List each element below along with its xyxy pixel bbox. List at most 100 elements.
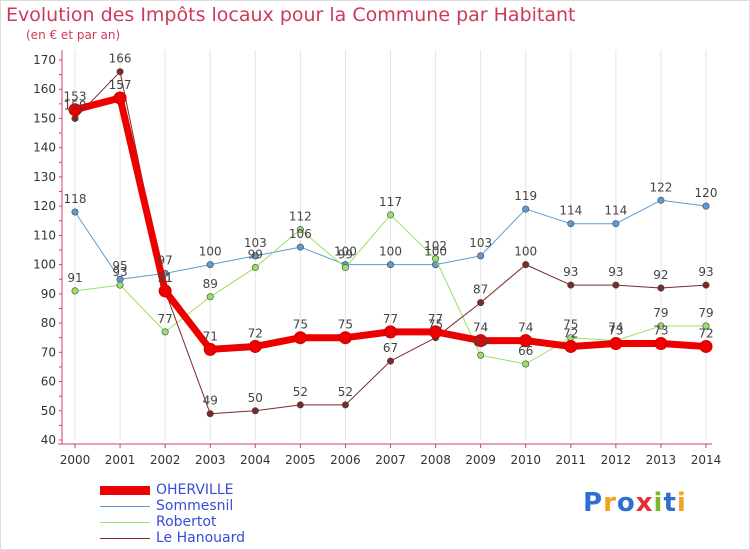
data-label: 112 xyxy=(289,210,312,224)
logo-letter: i xyxy=(653,488,664,518)
x-tick-label: 2002 xyxy=(150,453,181,467)
data-point xyxy=(206,293,214,301)
data-label: 118 xyxy=(64,192,87,206)
data-point xyxy=(699,339,713,353)
data-point xyxy=(113,91,127,105)
y-tick-label: 130 xyxy=(33,170,56,184)
x-tick-label: 2011 xyxy=(556,453,587,467)
legend: OHERVILLE Sommesnil Robertot Le Hanouard xyxy=(100,482,245,546)
data-point xyxy=(341,264,349,272)
logo-letter: x xyxy=(635,488,654,518)
legend-item-robertot: Robertot xyxy=(100,514,245,530)
data-point xyxy=(386,357,394,365)
data-label: 93 xyxy=(563,265,578,279)
x-tick-label: 2006 xyxy=(330,453,361,467)
data-point xyxy=(71,208,79,216)
logo-letter: t xyxy=(663,488,677,518)
data-point xyxy=(612,281,620,289)
data-point xyxy=(206,410,214,418)
data-label: 92 xyxy=(653,268,668,282)
y-tick-label: 150 xyxy=(33,111,56,125)
y-tick-label: 110 xyxy=(33,228,56,242)
y-tick-label: 40 xyxy=(41,433,56,447)
data-point xyxy=(477,299,485,307)
legend-label: OHERVILLE xyxy=(156,482,234,498)
x-tick-label: 2013 xyxy=(646,453,677,467)
legend-swatch xyxy=(100,485,150,495)
data-label: 95 xyxy=(112,259,127,273)
data-label: 74 xyxy=(473,321,488,335)
data-label: 91 xyxy=(67,271,82,285)
chart-title: Evolution des Impôts locaux pour la Comm… xyxy=(6,4,576,26)
data-point xyxy=(474,334,488,348)
data-point xyxy=(657,284,665,292)
data-label: 93 xyxy=(608,265,623,279)
x-tick-label: 2014 xyxy=(691,453,722,467)
data-point xyxy=(477,351,485,359)
data-label: 153 xyxy=(64,90,87,104)
data-point xyxy=(116,68,124,76)
x-tick-label: 2010 xyxy=(510,453,541,467)
data-label: 93 xyxy=(698,265,713,279)
x-tick-label: 2003 xyxy=(195,453,226,467)
data-point xyxy=(477,252,485,260)
data-label: 75 xyxy=(293,318,308,332)
data-label: 100 xyxy=(379,245,402,259)
data-point xyxy=(206,261,214,269)
data-point xyxy=(657,196,665,204)
x-tick-label: 2000 xyxy=(60,453,91,467)
data-label: 91 xyxy=(158,271,173,285)
data-label: 73 xyxy=(653,324,668,338)
data-point xyxy=(203,342,217,356)
data-point xyxy=(384,325,397,339)
chart-subtitle: (en € et par an) xyxy=(26,28,121,42)
data-label: 119 xyxy=(514,189,537,203)
data-point xyxy=(654,337,668,351)
data-label: 102 xyxy=(424,239,447,253)
legend-item-sommesnil: Sommesnil xyxy=(100,498,245,514)
y-tick-label: 170 xyxy=(33,53,56,67)
data-point xyxy=(657,322,665,330)
y-tick-label: 80 xyxy=(41,316,56,330)
data-point xyxy=(522,205,530,213)
data-point xyxy=(386,211,394,219)
data-label: 50 xyxy=(248,391,263,405)
data-point xyxy=(296,226,304,234)
data-label: 99 xyxy=(248,248,263,262)
data-label: 97 xyxy=(158,253,173,267)
data-point xyxy=(567,281,575,289)
data-label: 77 xyxy=(158,312,173,326)
y-tick-label: 60 xyxy=(41,375,56,389)
legend-label: Robertot xyxy=(156,514,217,530)
data-label: 122 xyxy=(649,180,672,194)
data-point xyxy=(522,360,530,368)
y-tick-label: 70 xyxy=(41,345,56,359)
x-tick-label: 2007 xyxy=(375,453,406,467)
data-point xyxy=(429,325,443,339)
logo-letter: r xyxy=(603,488,617,518)
data-point xyxy=(386,261,394,269)
data-label: 166 xyxy=(109,52,132,66)
data-label: 157 xyxy=(109,78,132,92)
data-point xyxy=(612,220,620,228)
data-point xyxy=(567,220,575,228)
data-label: 99 xyxy=(338,248,353,262)
data-point xyxy=(293,331,307,345)
data-label: 114 xyxy=(604,204,627,218)
data-label: 77 xyxy=(383,312,398,326)
data-point xyxy=(702,281,710,289)
data-label: 69 xyxy=(473,335,488,349)
logo-letter: o xyxy=(616,488,636,518)
data-label: 49 xyxy=(203,394,218,408)
data-label: 79 xyxy=(698,306,713,320)
data-label: 103 xyxy=(469,236,492,250)
data-point xyxy=(341,401,349,409)
data-label: 71 xyxy=(203,329,218,343)
data-label: 100 xyxy=(334,245,357,259)
legend-swatch xyxy=(100,537,150,539)
data-label: 73 xyxy=(608,324,623,338)
data-label: 91 xyxy=(158,271,173,285)
data-point xyxy=(296,243,304,251)
